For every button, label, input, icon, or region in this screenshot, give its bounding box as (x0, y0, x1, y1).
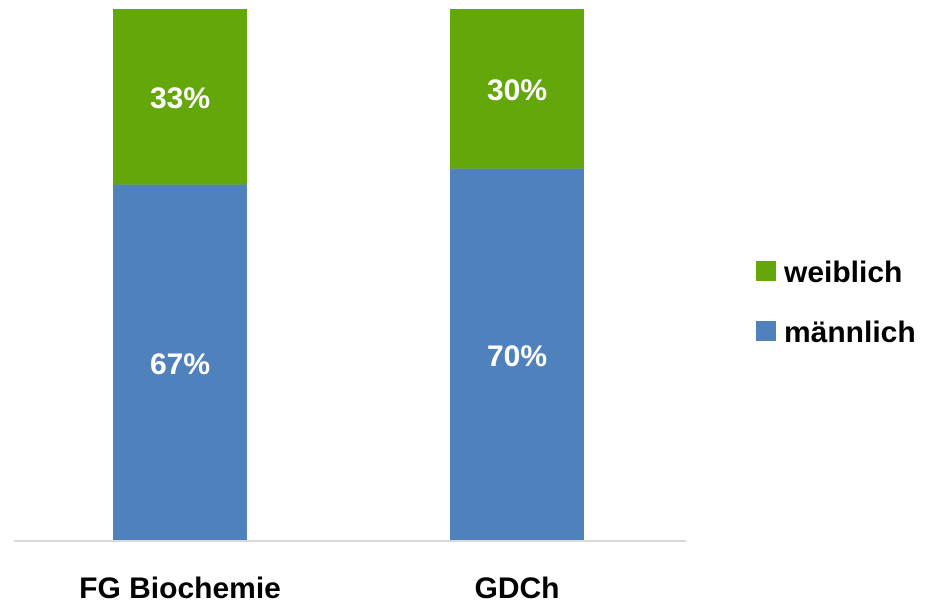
value-label-gdch-weiblich: 30% (487, 74, 547, 107)
legend-swatch-mannlich (756, 321, 776, 341)
legend-swatch-weiblich (756, 261, 776, 281)
value-label-fg-biochemie-weiblich: 33% (150, 82, 210, 115)
legend-label-weiblich: weiblich (783, 256, 902, 289)
legend: weiblich männlich (756, 256, 916, 349)
value-label-fg-biochemie-mannlich: 67% (150, 348, 210, 381)
bar-fg-biochemie-weiblich (113, 9, 247, 185)
bar-gdch-mannlich (450, 168, 584, 541)
category-labels-layer: FG Biochemie GDCh (79, 572, 559, 604)
value-labels-layer: 67% 33% 70% 30% (150, 74, 547, 381)
category-label-fg-biochemie: FG Biochemie (79, 572, 281, 604)
bar-fg-biochemie-mannlich (113, 184, 247, 541)
bar-gdch-weiblich (450, 9, 584, 169)
category-label-gdch: GDCh (475, 572, 560, 604)
legend-label-mannlich: männlich (784, 316, 916, 349)
value-label-gdch-mannlich: 70% (487, 340, 547, 373)
bars-layer (113, 9, 584, 541)
